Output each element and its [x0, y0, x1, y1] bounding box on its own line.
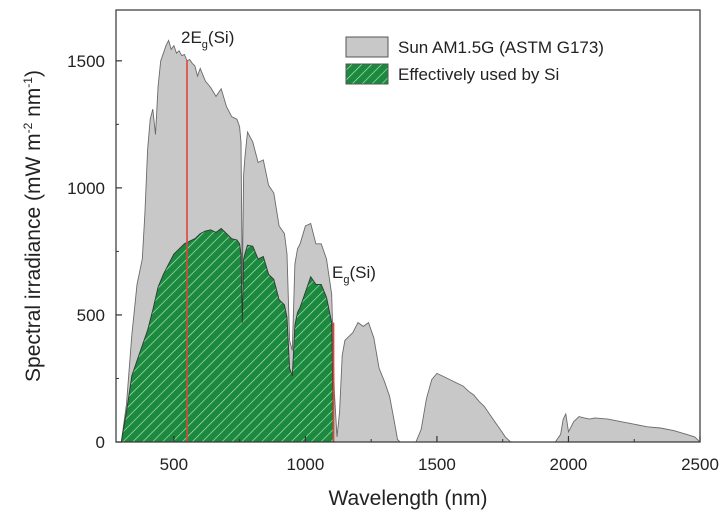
- y-tick-label: 500: [77, 306, 105, 325]
- legend-swatch-sun: [345, 36, 389, 58]
- eg-label: Eg(Si): [332, 263, 376, 286]
- series-area-used-by-si: [120, 227, 335, 442]
- y-axis-title-sup-1: -2: [21, 122, 35, 133]
- ticks-layer: 500 1000 1500 2000 2500 0 500 1000 1500: [67, 52, 719, 474]
- legend: Sun AM1.5G (ASTM G173) Effectively used …: [345, 36, 604, 85]
- y-tick-label: 1500: [67, 52, 105, 71]
- two-eg-label: 2Eg(Si): [181, 28, 234, 51]
- y-axis-title-main: Spectral irradiance (mW m: [22, 133, 45, 382]
- series-layer: [120, 39, 700, 442]
- x-tick-label: 2500: [681, 455, 719, 474]
- annotation-layer: 2Eg(Si) Eg(Si): [181, 28, 376, 442]
- x-tick-label: 1000: [286, 455, 324, 474]
- y-axis-title: Spectral irradiance (mW m-2 nm-1): [21, 70, 45, 382]
- y-axis-title-end: ): [22, 70, 45, 77]
- plot-frame: [115, 9, 701, 443]
- legend-label-si: Effectively used by Si: [398, 65, 559, 84]
- y-tick-label: 1000: [67, 179, 105, 198]
- x-axis-title: Wavelength (nm): [328, 487, 487, 510]
- x-tick-label: 2000: [550, 455, 588, 474]
- y-tick-label: 0: [96, 433, 105, 452]
- x-tick-label: 1500: [418, 455, 456, 474]
- y-axis-title-mid: nm: [22, 88, 45, 123]
- legend-swatch-si: [345, 63, 389, 85]
- y-axis-title-sup-2: -1: [21, 77, 35, 88]
- x-tick-label: 500: [160, 455, 188, 474]
- legend-label-sun: Sun AM1.5G (ASTM G173): [398, 38, 604, 57]
